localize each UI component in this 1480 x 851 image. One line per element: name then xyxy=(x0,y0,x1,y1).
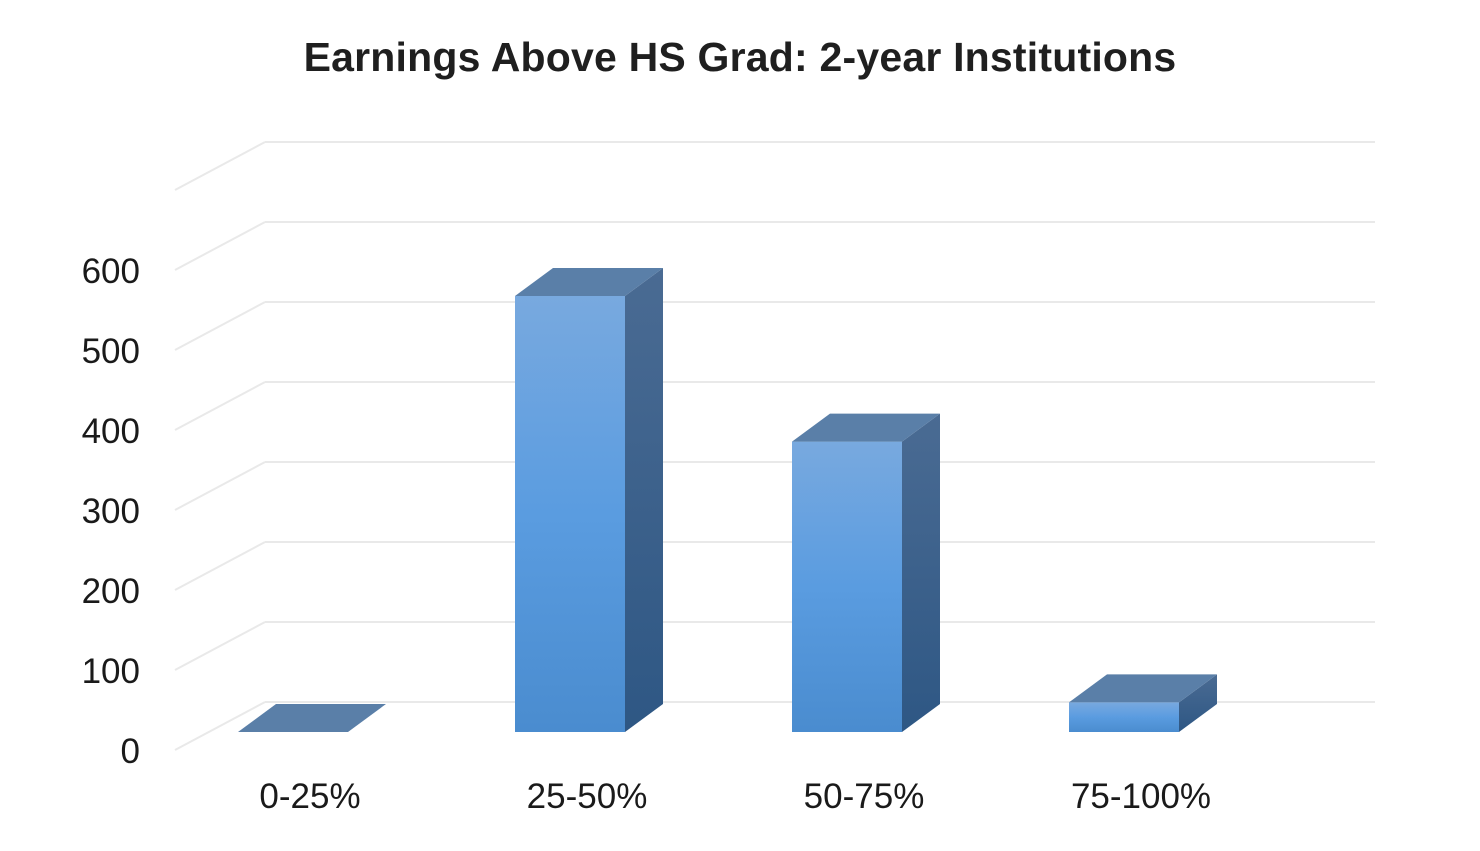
gridline-diagonal xyxy=(174,541,266,591)
chart-title: Earnings Above HS Grad: 2-year Instituti… xyxy=(303,34,1177,80)
gridline-diagonal xyxy=(174,141,266,191)
x-tick-label: 75-100% xyxy=(1071,777,1211,816)
bar-side xyxy=(1179,674,1217,732)
gridline-diagonal xyxy=(174,701,266,751)
bar-0-25% xyxy=(238,704,386,732)
bar xyxy=(792,441,902,732)
bar-75-100% xyxy=(1069,674,1217,732)
y-tick-label: 600 xyxy=(82,252,140,291)
x-axis-ticks: 0-25% 25-50% 50-75% 75-100% xyxy=(259,777,1211,816)
bar-top xyxy=(792,413,940,442)
bar-50-75% xyxy=(792,413,940,732)
bars xyxy=(238,268,1217,732)
bar-top xyxy=(238,704,386,732)
gridlines xyxy=(174,141,1375,751)
bar-25-50% xyxy=(515,268,663,732)
y-tick-label: 400 xyxy=(82,412,140,451)
gridline-diagonal xyxy=(174,301,266,351)
y-axis-ticks: 0 100 200 300 400 500 600 xyxy=(82,252,140,771)
bar-top xyxy=(515,268,663,296)
bar xyxy=(1069,702,1179,732)
bar-top xyxy=(1069,674,1217,703)
y-tick-label: 200 xyxy=(82,572,140,611)
x-tick-label: 50-75% xyxy=(804,777,925,816)
gridline-diagonal xyxy=(174,221,266,271)
gridline-diagonal xyxy=(174,461,266,511)
x-tick-label: 0-25% xyxy=(259,777,360,816)
bar-side xyxy=(625,268,663,732)
bar xyxy=(515,296,625,732)
bar-side xyxy=(902,413,940,732)
y-tick-label: 0 xyxy=(121,732,140,771)
y-tick-label: 500 xyxy=(82,332,140,371)
x-tick-label: 25-50% xyxy=(527,777,648,816)
y-tick-label: 100 xyxy=(82,652,140,691)
gridline-diagonal xyxy=(174,621,266,671)
y-tick-label: 300 xyxy=(82,492,140,531)
gridline-diagonal xyxy=(174,381,266,431)
